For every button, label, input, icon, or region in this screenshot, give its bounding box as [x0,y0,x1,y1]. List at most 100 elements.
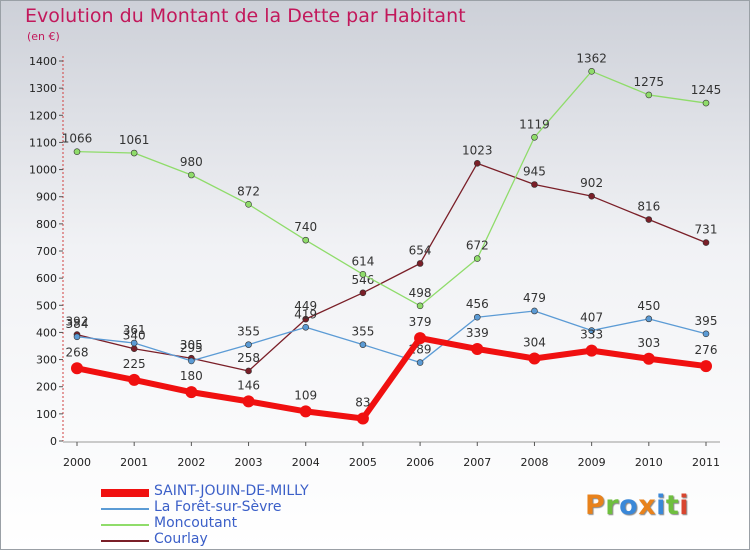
x-tick-label: 2006 [406,456,434,469]
data-point-courlay [302,315,310,323]
data-point-courlay [473,160,481,167]
x-tick-label: 2011 [692,456,720,469]
data-label-courlay: 902 [580,176,603,190]
data-point-saint-jouin-de-milly [585,344,598,357]
data-label-la-foret-sur-sevre: 456 [466,297,489,311]
data-point-moncoutant [359,271,367,278]
chart-title: Evolution du Montant de la Dette par Hab… [25,5,466,27]
data-point-moncoutant [702,99,710,107]
data-point-moncoutant [302,236,310,244]
data-point-saint-jouin-de-milly [242,395,255,408]
data-point-la-foret-sur-sevre [473,313,481,321]
data-label-courlay: 305 [180,338,203,352]
data-label-la-foret-sur-sevre: 395 [695,314,718,328]
x-tick-label: 2010 [635,456,663,469]
data-point-moncoutant [473,255,481,262]
data-label-courlay: 731 [695,223,718,237]
data-point-la-foret-sur-sevre [588,327,595,334]
data-point-saint-jouin-de-milly [700,360,712,373]
y-tick-label: 1000 [29,164,57,177]
data-label-saint-jouin-de-milly: 180 [180,369,203,383]
series-line-la-foret-sur-sevre [76,310,707,364]
data-label-saint-jouin-de-milly: 225 [123,357,146,371]
data-label-courlay: 449 [294,299,317,313]
x-tick-label: 2003 [235,456,263,469]
data-label-moncoutant: 1066 [62,132,93,146]
data-label-moncoutant: 672 [466,239,489,253]
x-tick-label: 2002 [177,456,205,469]
data-point-la-foret-sur-sevre [245,341,252,348]
legend-swatch [101,524,149,526]
data-point-moncoutant [645,91,653,99]
data-label-moncoutant: 1245 [691,83,722,97]
data-point-saint-jouin-de-milly [299,405,312,418]
data-point-saint-jouin-de-milly [414,332,427,345]
data-label-la-foret-sur-sevre: 355 [237,325,260,339]
data-label-moncoutant: 980 [180,155,203,169]
data-point-la-foret-sur-sevre [302,323,310,331]
data-label-saint-jouin-de-milly: 83 [355,395,370,409]
y-tick-label: 1100 [29,136,57,149]
legend-label: SAINT-JOUIN-DE-MILLY [154,483,309,499]
data-label-moncoutant: 1362 [576,51,607,65]
data-point-la-foret-sur-sevre [531,307,538,315]
legend-label: Moncoutant [154,515,238,531]
series-line-saint-jouin-de-milly [76,335,707,422]
data-label-saint-jouin-de-milly: 379 [409,315,432,329]
data-point-courlay [531,181,538,188]
y-tick-label: 1400 [29,55,57,68]
legend-label: Courlay [154,531,208,547]
data-point-la-foret-sur-sevre [359,341,367,348]
data-label-moncoutant: 1275 [634,75,665,89]
data-label-la-foret-sur-sevre: 295 [180,341,203,355]
data-label-courlay: 816 [637,200,660,214]
x-tick-label: 2005 [349,456,377,469]
data-label-courlay: 654 [409,243,432,257]
x-tick-label: 2009 [578,456,606,469]
data-label-saint-jouin-de-milly: 339 [466,326,489,340]
data-label-la-foret-sur-sevre: 361 [123,323,146,337]
data-point-saint-jouin-de-milly [642,352,655,365]
data-label-la-foret-sur-sevre: 479 [523,291,546,305]
proxiti-logo: Proxiti [585,490,690,521]
legend-label: La Forêt-sur-Sèvre [154,499,282,515]
data-point-la-foret-sur-sevre [645,315,653,323]
y-tick-label: 1200 [29,109,57,122]
data-point-la-foret-sur-sevre [73,333,81,341]
data-label-moncoutant: 498 [409,286,432,300]
y-tick-label: 0 [50,435,57,448]
data-label-courlay: 945 [523,165,546,179]
x-tick-label: 2007 [463,456,491,469]
data-point-la-foret-sur-sevre [130,339,138,347]
data-point-moncoutant [130,149,138,157]
legend-swatch [101,489,149,497]
y-tick-label: 1300 [29,82,57,95]
legend-swatch [101,540,149,542]
data-label-saint-jouin-de-milly: 146 [237,378,260,392]
x-tick-label: 2001 [120,456,148,469]
y-tick-label: 700 [36,245,57,258]
data-point-courlay [416,260,424,267]
data-label-courlay: 392 [66,315,89,329]
y-tick-label: 200 [36,381,57,394]
data-point-saint-jouin-de-milly [471,342,484,355]
data-point-moncoutant [531,133,538,141]
series-line-courlay [76,162,707,372]
data-point-la-foret-sur-sevre [416,359,424,366]
data-label-la-foret-sur-sevre: 355 [351,325,374,339]
data-label-courlay: 258 [237,351,260,365]
data-point-moncoutant [416,302,424,310]
y-tick-label: 400 [36,326,57,339]
data-label-moncoutant: 872 [237,184,260,198]
y-tick-label: 900 [36,191,57,204]
data-label-moncoutant: 614 [351,254,374,268]
chart-unit: (en €) [27,30,60,43]
data-point-courlay [359,289,367,297]
y-tick-label: 100 [36,408,57,421]
x-tick-label: 2000 [63,456,91,469]
y-tick-label: 300 [36,354,57,367]
series-line-moncoutant [76,70,707,307]
data-label-la-foret-sur-sevre: 407 [580,311,603,325]
data-point-saint-jouin-de-milly [356,412,369,425]
